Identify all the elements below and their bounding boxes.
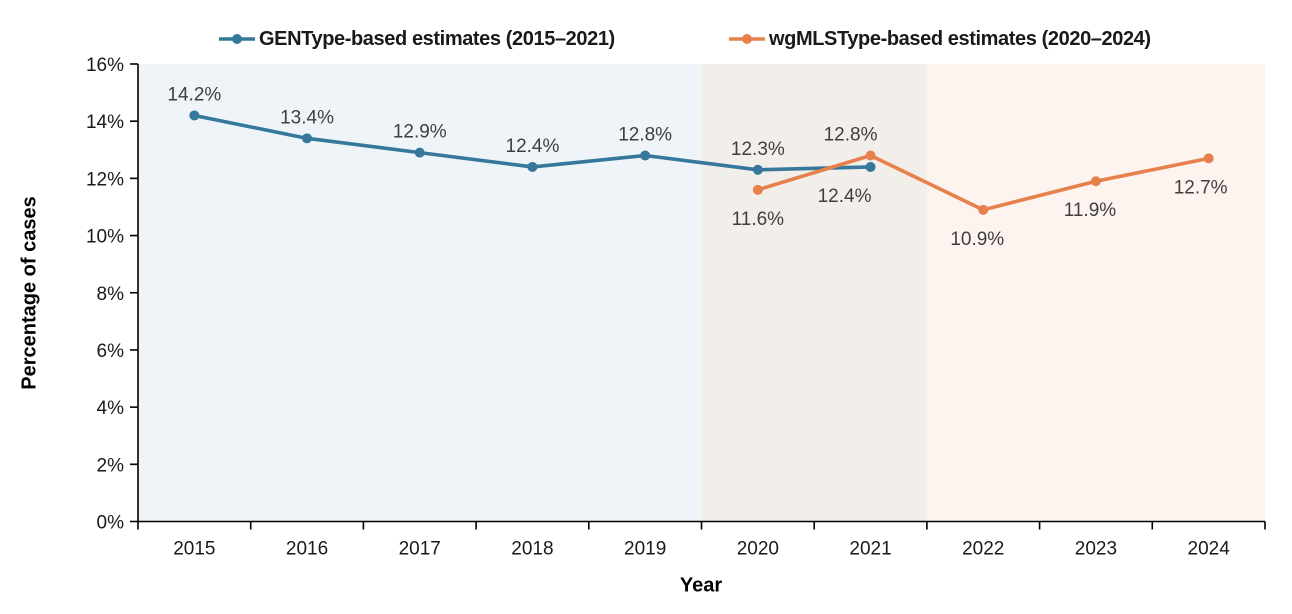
data-point-label: 13.4%: [280, 107, 334, 128]
data-point-label: 12.8%: [824, 125, 878, 146]
data-point-label: 12.8%: [618, 125, 672, 146]
y-tick-label: 14%: [86, 112, 124, 133]
background-band-0: [138, 64, 702, 522]
x-tick-label: 2022: [962, 539, 1004, 560]
data-point-marker: [640, 150, 651, 161]
data-point-marker: [865, 150, 876, 161]
y-tick-label: 8%: [97, 284, 125, 305]
x-tick-label: 2019: [624, 539, 666, 560]
background-band-1: [701, 64, 927, 522]
y-tick-label: 6%: [97, 341, 125, 362]
data-point-label: 11.9%: [1064, 200, 1117, 221]
x-tick-label: 2015: [173, 539, 215, 560]
y-tick-label: 0%: [97, 513, 125, 534]
y-tick-label: 10%: [86, 227, 124, 248]
data-point-marker: [1090, 176, 1101, 187]
data-point-marker: [978, 204, 989, 215]
data-point-label: 10.9%: [950, 229, 1004, 250]
x-tick-label: 2021: [849, 539, 891, 560]
data-point-label: 12.4%: [818, 186, 872, 207]
x-tick-label: 2018: [511, 539, 553, 560]
y-tick-label: 2%: [97, 455, 125, 476]
data-point-marker: [189, 110, 200, 121]
y-axis-title: Percentage of cases: [18, 196, 41, 390]
data-point-label: 14.2%: [167, 84, 221, 105]
chart-legend: GENType-based estimates (2015–2021) wgML…: [0, 0, 1292, 56]
x-tick-label: 2020: [737, 539, 779, 560]
data-point-label: 12.9%: [393, 122, 447, 143]
legend-label-gentype: GENType-based estimates (2015–2021): [259, 27, 615, 50]
x-tick-label: 2016: [286, 539, 328, 560]
data-point-marker: [302, 133, 313, 144]
x-axis-title: Year: [679, 574, 723, 597]
data-point-label: 12.7%: [1174, 177, 1228, 198]
data-point-marker: [527, 161, 538, 172]
y-tick-label: 4%: [97, 398, 125, 419]
data-point-marker: [1203, 153, 1214, 164]
legend-item-gentype: GENType-based estimates (2015–2021): [218, 26, 615, 52]
x-tick-label: 2017: [399, 539, 441, 560]
legend-marker-gentype-icon: [219, 34, 255, 44]
legend-marker-wgmlstype-icon: [729, 34, 765, 44]
data-point-marker: [752, 164, 763, 175]
data-point-label: 12.3%: [731, 139, 785, 160]
data-point-marker: [414, 147, 425, 158]
legend-label-wgmlstype: wgMLSType-based estimates (2020–2024): [769, 27, 1151, 50]
x-tick-label: 2023: [1075, 539, 1117, 560]
data-point-marker: [752, 184, 763, 195]
data-point-label: 11.6%: [732, 209, 785, 230]
legend-item-wgmlstype: wgMLSType-based estimates (2020–2024): [728, 26, 1151, 52]
background-band-2: [926, 64, 1265, 522]
y-tick-label: 16%: [86, 55, 124, 76]
data-point-marker: [865, 161, 876, 172]
data-point-label: 12.4%: [506, 136, 560, 157]
y-tick-label: 12%: [86, 169, 124, 190]
x-tick-label: 2024: [1188, 539, 1231, 560]
